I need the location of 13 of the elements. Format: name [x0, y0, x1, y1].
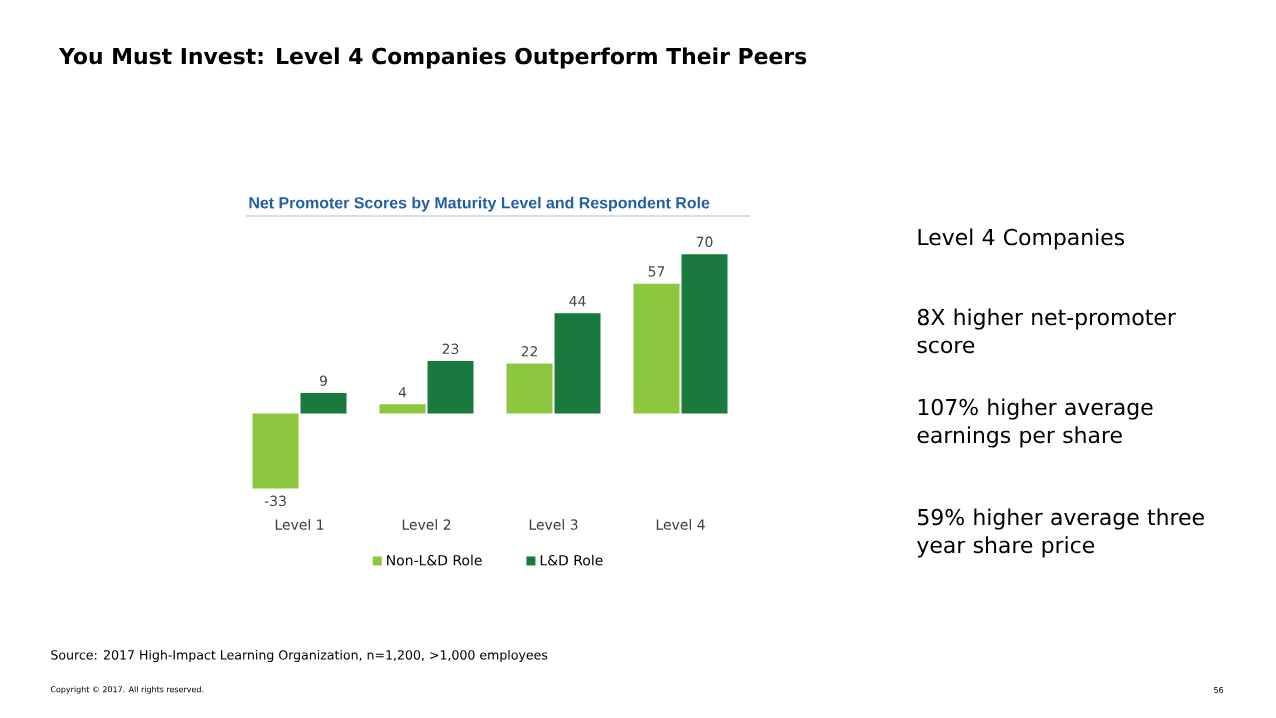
text: Level 4 Companies: [918, 228, 1125, 250]
bar: [379, 404, 426, 414]
bar: [252, 413, 299, 489]
bar: [633, 283, 680, 414]
bar: [506, 363, 553, 414]
text: 107% higher average earnings per share: [917, 398, 1153, 448]
bar: [681, 254, 728, 414]
text: 59% higher average three year share price: [917, 508, 1204, 558]
chart-title: You Must Invest: Level 4 Companies Outperform Their Peers: [58, 47, 807, 69]
text: 8X higher net-promoter score: [917, 308, 1176, 354]
bar: [554, 313, 601, 414]
bar: [427, 361, 474, 414]
bar: [300, 392, 347, 414]
